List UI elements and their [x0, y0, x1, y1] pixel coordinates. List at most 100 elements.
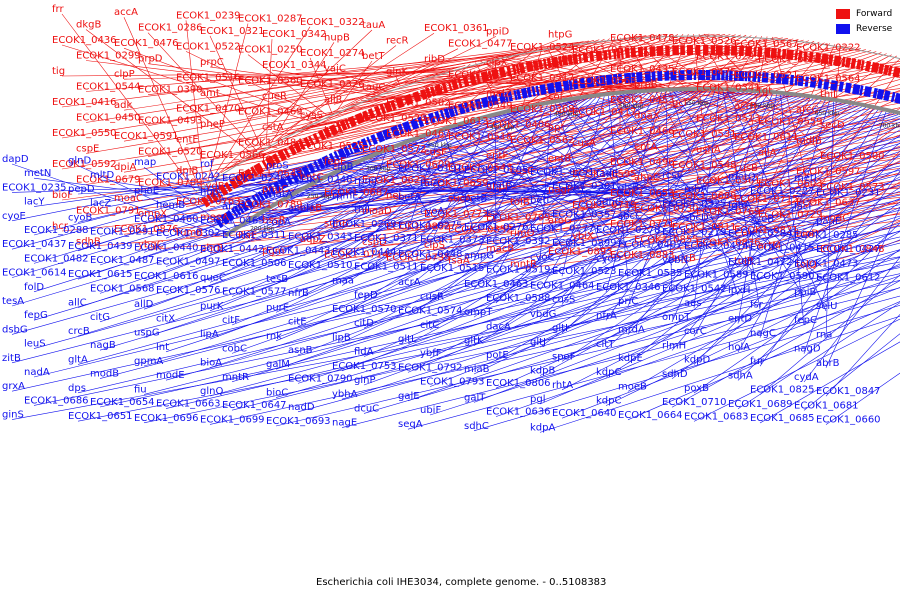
- gene-segment: [373, 105, 382, 117]
- gene-segment: [344, 118, 351, 129]
- gene-label: cusA: [572, 138, 596, 149]
- gene-label: ECOK1_0523: [552, 266, 617, 277]
- gene-label: dps: [68, 383, 86, 394]
- label-connector: [619, 54, 892, 199]
- gene-segment: [786, 49, 794, 60]
- label-connector: [605, 263, 900, 406]
- label-connector: [412, 141, 827, 227]
- gene-segment: [218, 184, 229, 196]
- gene-label: ECOK1_0463: [464, 279, 529, 290]
- label-connector: [77, 109, 524, 252]
- gene-label: rof: [200, 159, 214, 170]
- label-connector: [165, 174, 900, 381]
- label-connector: [209, 192, 900, 254]
- gene-segment: [278, 177, 289, 190]
- gene-label: ECOK1_0487: [90, 255, 155, 266]
- gene-label: galE: [398, 391, 420, 402]
- gene-segment: [439, 109, 446, 120]
- gene-segment: [797, 75, 804, 87]
- gene-label: ECOK1_0250: [238, 45, 303, 56]
- gene-segment: [272, 153, 281, 165]
- gene-label: ltaE: [238, 231, 257, 242]
- gene-label: ECOK1_0517: [510, 73, 575, 84]
- gene-segment: [277, 149, 287, 162]
- gene-segment: [257, 191, 266, 202]
- gene-label: ECOK1_0497: [156, 257, 221, 268]
- gene-label: ECOK1_0612: [816, 273, 881, 284]
- gene-segment: [844, 57, 852, 68]
- gene-segment: [876, 88, 885, 100]
- label-connector: [463, 124, 805, 241]
- gene-label: cof: [548, 92, 564, 103]
- label-connector: [270, 42, 335, 144]
- gene-label: hemB: [156, 200, 185, 211]
- gene-segment: [636, 71, 643, 83]
- gene-segment: [745, 46, 753, 57]
- label-connector: [185, 41, 584, 114]
- gene-label: kdpD: [684, 355, 710, 366]
- gene-segment: [376, 131, 386, 143]
- gene-label: ECOK1_0883: [610, 250, 675, 261]
- gene-segment: [474, 98, 483, 110]
- gene-segment: [322, 127, 332, 139]
- label-connector: [681, 212, 900, 264]
- gene-label: ECOK1_0325: [662, 198, 727, 209]
- label-connector: [495, 206, 900, 389]
- label-connector: [671, 94, 773, 323]
- gene-label: fur: [750, 356, 765, 367]
- label-connector: [123, 41, 579, 111]
- gene-label: ybfF: [420, 348, 442, 359]
- gene-label: fsr: [750, 299, 764, 310]
- gene-segment: [572, 53, 579, 65]
- gene-label: ribD: [424, 54, 445, 65]
- gene-segment: [339, 119, 348, 131]
- gene-label: cueR: [262, 91, 287, 102]
- gene-segment: [579, 77, 586, 89]
- gene-segment: [814, 52, 822, 64]
- gene-segment: [753, 46, 757, 57]
- gene-label: ECOK1_0460: [134, 214, 199, 225]
- gene-label: ECOK1_0464: [530, 280, 595, 291]
- gene-segment: [244, 168, 254, 180]
- gene-label: lacZ: [90, 198, 111, 209]
- gene-label: aes: [684, 298, 702, 309]
- gene-segment: [206, 194, 215, 204]
- gene-segment: [833, 55, 842, 67]
- gene-segment: [513, 90, 518, 101]
- label-connector: [767, 44, 836, 189]
- gene-label: gcl: [672, 98, 687, 109]
- label-connector: [11, 94, 625, 278]
- gene-label: ECOK1_0437: [2, 239, 67, 250]
- gene-label: ECOK1_0793: [420, 377, 485, 388]
- gene-label: moeB: [618, 381, 647, 392]
- label-connector: [77, 138, 421, 223]
- gene-segment: [578, 53, 582, 64]
- gene-segment: [425, 87, 432, 99]
- gene-segment: [823, 79, 830, 90]
- gene-label: allR: [324, 94, 343, 105]
- gene-segment: [595, 50, 603, 62]
- label-connector: [341, 287, 900, 428]
- gene-label: sdhC: [464, 421, 489, 432]
- label-connector: [99, 99, 576, 266]
- gene-label: dcuC: [354, 403, 379, 414]
- label-connector: [297, 96, 802, 327]
- gene-label: rpmJ: [354, 176, 377, 187]
- gene-label: cspD: [362, 237, 387, 248]
- gene-segment: [239, 171, 249, 184]
- gene-label: ECOK1_0595: [572, 169, 637, 180]
- gene-segment: [670, 70, 677, 81]
- gene-label: lipB: [332, 332, 351, 343]
- label-connector: [61, 45, 846, 170]
- gene-label: ECOK1_0535: [618, 268, 683, 279]
- label-connector: [333, 73, 396, 88]
- gene-segment: [214, 217, 224, 229]
- gene-label: ECOK1_0855: [634, 234, 699, 245]
- gene-segment: [382, 128, 392, 141]
- gene-label: zitB: [2, 353, 21, 364]
- gene-label: ECOK1_0715: [734, 194, 799, 205]
- gene-segment: [744, 71, 748, 82]
- gene-label: gltA: [68, 354, 88, 365]
- label-connector: [271, 69, 391, 90]
- gene-label: entB: [548, 154, 571, 165]
